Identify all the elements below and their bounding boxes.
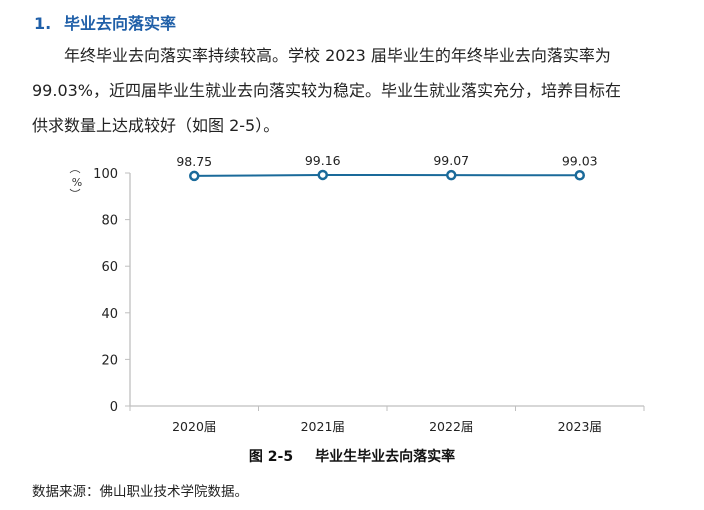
y-tick-label: 80 [101, 214, 118, 229]
x-axis-ticks: 2020届 2021届 2022届 2023届 [129, 406, 645, 434]
y-tick-label: 0 [110, 400, 118, 415]
y-axis-ticks: 0 20 40 60 80 100 [93, 167, 130, 415]
data-point [317, 169, 328, 181]
svg-text:︵: ︵ [70, 162, 81, 175]
data-label: 98.75 [176, 154, 212, 169]
figure-caption: 图 2-5 毕业生毕业去向落实率 [0, 446, 704, 466]
paragraph-line-1: 年终毕业去向落实率持续较高。学校 2023 届毕业生的年终毕业去向落实率为 [64, 46, 611, 65]
x-tick-label: 2020届 [172, 419, 216, 434]
y-tick-label: 40 [101, 307, 118, 322]
x-tick-label: 2021届 [301, 419, 345, 434]
paragraph-line-3: 供求数量上达成较好（如图 2-5）。 [32, 116, 280, 135]
y-tick-label: 100 [93, 167, 118, 182]
y-tick-label: 60 [101, 260, 118, 275]
data-point [574, 170, 585, 181]
svg-text:︶: ︶ [70, 188, 81, 201]
figure-title: 毕业生毕业去向落实率 [315, 449, 456, 465]
section-number: 1. [34, 14, 52, 33]
section-heading: 1. 毕业去向落实率 [34, 10, 176, 34]
data-label: 99.03 [562, 153, 598, 168]
series-markers [189, 169, 585, 182]
paragraph-line-2: 99.03%，近四届毕业生就业去向落实较为稳定。毕业生就业落实充分，培养目标在 [32, 81, 622, 100]
data-labels: 98.75 99.16 99.07 99.03 [176, 153, 597, 169]
y-tick-label: 20 [101, 353, 118, 368]
figure-number: 图 2-5 [248, 449, 294, 465]
y-axis-label: ︵ % ︶ [70, 162, 83, 201]
series-line [194, 173, 580, 177]
x-tick-label: 2023届 [558, 419, 602, 434]
x-tick-label: 2022届 [429, 419, 473, 434]
data-point [446, 169, 457, 181]
section-title: 毕业去向落实率 [64, 14, 177, 33]
svg-text:%: % [72, 176, 82, 189]
data-point [189, 170, 200, 182]
data-label: 99.16 [305, 153, 341, 168]
data-label: 99.07 [433, 153, 469, 168]
body-paragraph: 年终毕业去向落实率持续较高。学校 2023 届毕业生的年终毕业去向落实率为 99… [32, 38, 682, 143]
source-note: 数据来源：佛山职业技术学院数据。 [32, 484, 248, 500]
